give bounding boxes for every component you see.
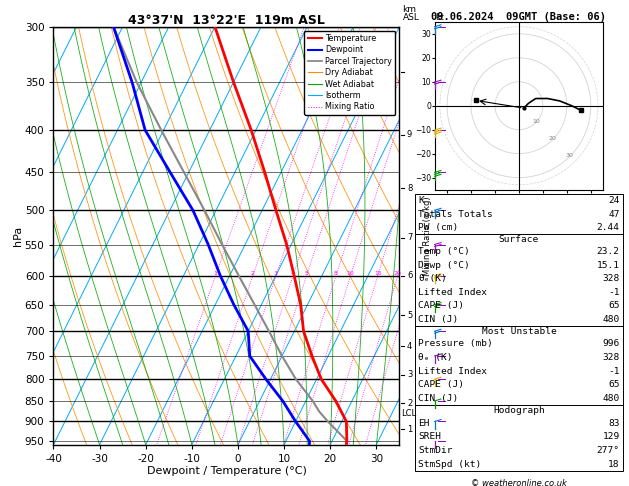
Text: 09.06.2024  09GMT (Base: 06): 09.06.2024 09GMT (Base: 06) (431, 12, 606, 22)
Text: 10: 10 (347, 271, 354, 276)
Text: 3: 3 (274, 271, 278, 276)
Text: Mixing Ratio (g/kg): Mixing Ratio (g/kg) (423, 196, 432, 276)
Text: -1: -1 (608, 288, 620, 297)
Legend: Temperature, Dewpoint, Parcel Trajectory, Dry Adiabat, Wet Adiabat, Isotherm, Mi: Temperature, Dewpoint, Parcel Trajectory… (304, 31, 396, 115)
Text: 480: 480 (603, 394, 620, 403)
Text: θₑ (K): θₑ (K) (418, 353, 453, 362)
Text: 18: 18 (608, 460, 620, 469)
Text: 328: 328 (603, 274, 620, 283)
Text: -1: -1 (608, 367, 620, 376)
Text: 83: 83 (608, 418, 620, 428)
Text: 996: 996 (603, 339, 620, 348)
Text: 129: 129 (603, 433, 620, 441)
Text: K: K (418, 196, 424, 206)
Text: 65: 65 (608, 301, 620, 311)
Text: 4: 4 (291, 271, 295, 276)
Text: Lifted Index: Lifted Index (418, 288, 487, 297)
Text: 10: 10 (532, 119, 540, 123)
Text: CIN (J): CIN (J) (418, 315, 459, 324)
Text: SREH: SREH (418, 433, 442, 441)
Text: LCL: LCL (401, 409, 416, 418)
Title: 43°37'N  13°22'E  119m ASL: 43°37'N 13°22'E 119m ASL (128, 14, 325, 27)
Text: © weatheronline.co.uk: © weatheronline.co.uk (471, 479, 567, 486)
Text: 20: 20 (549, 136, 557, 140)
Text: CIN (J): CIN (J) (418, 394, 459, 403)
Text: θₑ(K): θₑ(K) (418, 274, 447, 283)
Text: 20: 20 (394, 271, 402, 276)
Text: Pressure (mb): Pressure (mb) (418, 339, 493, 348)
Text: Totals Totals: Totals Totals (418, 209, 493, 219)
Text: 328: 328 (603, 353, 620, 362)
Text: Lifted Index: Lifted Index (418, 367, 487, 376)
Text: 24: 24 (608, 196, 620, 206)
Text: PW (cm): PW (cm) (418, 223, 459, 232)
Text: Surface: Surface (499, 235, 539, 244)
Text: 277°: 277° (596, 446, 620, 455)
Text: 1: 1 (407, 425, 412, 434)
Text: 2.44: 2.44 (596, 223, 620, 232)
Text: CAPE (J): CAPE (J) (418, 301, 464, 311)
Text: 7: 7 (407, 233, 413, 243)
Text: Temp (°C): Temp (°C) (418, 247, 470, 256)
Text: CAPE (J): CAPE (J) (418, 381, 464, 389)
Text: 8: 8 (334, 271, 338, 276)
Text: 23.2: 23.2 (596, 247, 620, 256)
Text: 3: 3 (407, 370, 413, 379)
Text: km
ASL: km ASL (403, 4, 420, 22)
Text: 8: 8 (407, 184, 413, 192)
Text: 5: 5 (304, 271, 308, 276)
Text: Dewp (°C): Dewp (°C) (418, 260, 470, 270)
Text: 1: 1 (214, 271, 218, 276)
Text: EH: EH (418, 418, 430, 428)
Text: 30: 30 (566, 153, 574, 157)
X-axis label: Dewpoint / Temperature (°C): Dewpoint / Temperature (°C) (147, 467, 306, 476)
Text: 5: 5 (407, 311, 412, 320)
Text: 65: 65 (608, 381, 620, 389)
Y-axis label: hPa: hPa (13, 226, 23, 246)
Text: 15: 15 (374, 271, 382, 276)
Text: StmDir: StmDir (418, 446, 453, 455)
Text: 2: 2 (407, 399, 412, 408)
Text: Hodograph: Hodograph (493, 406, 545, 416)
Text: 9: 9 (407, 130, 412, 139)
Text: 2: 2 (251, 271, 255, 276)
Text: 480: 480 (603, 315, 620, 324)
Text: StmSpd (kt): StmSpd (kt) (418, 460, 482, 469)
Text: 4: 4 (407, 342, 412, 351)
Text: 47: 47 (608, 209, 620, 219)
Text: 15.1: 15.1 (596, 260, 620, 270)
Text: kt: kt (435, 13, 444, 22)
Text: Most Unstable: Most Unstable (482, 327, 556, 336)
Text: 6: 6 (407, 271, 413, 280)
